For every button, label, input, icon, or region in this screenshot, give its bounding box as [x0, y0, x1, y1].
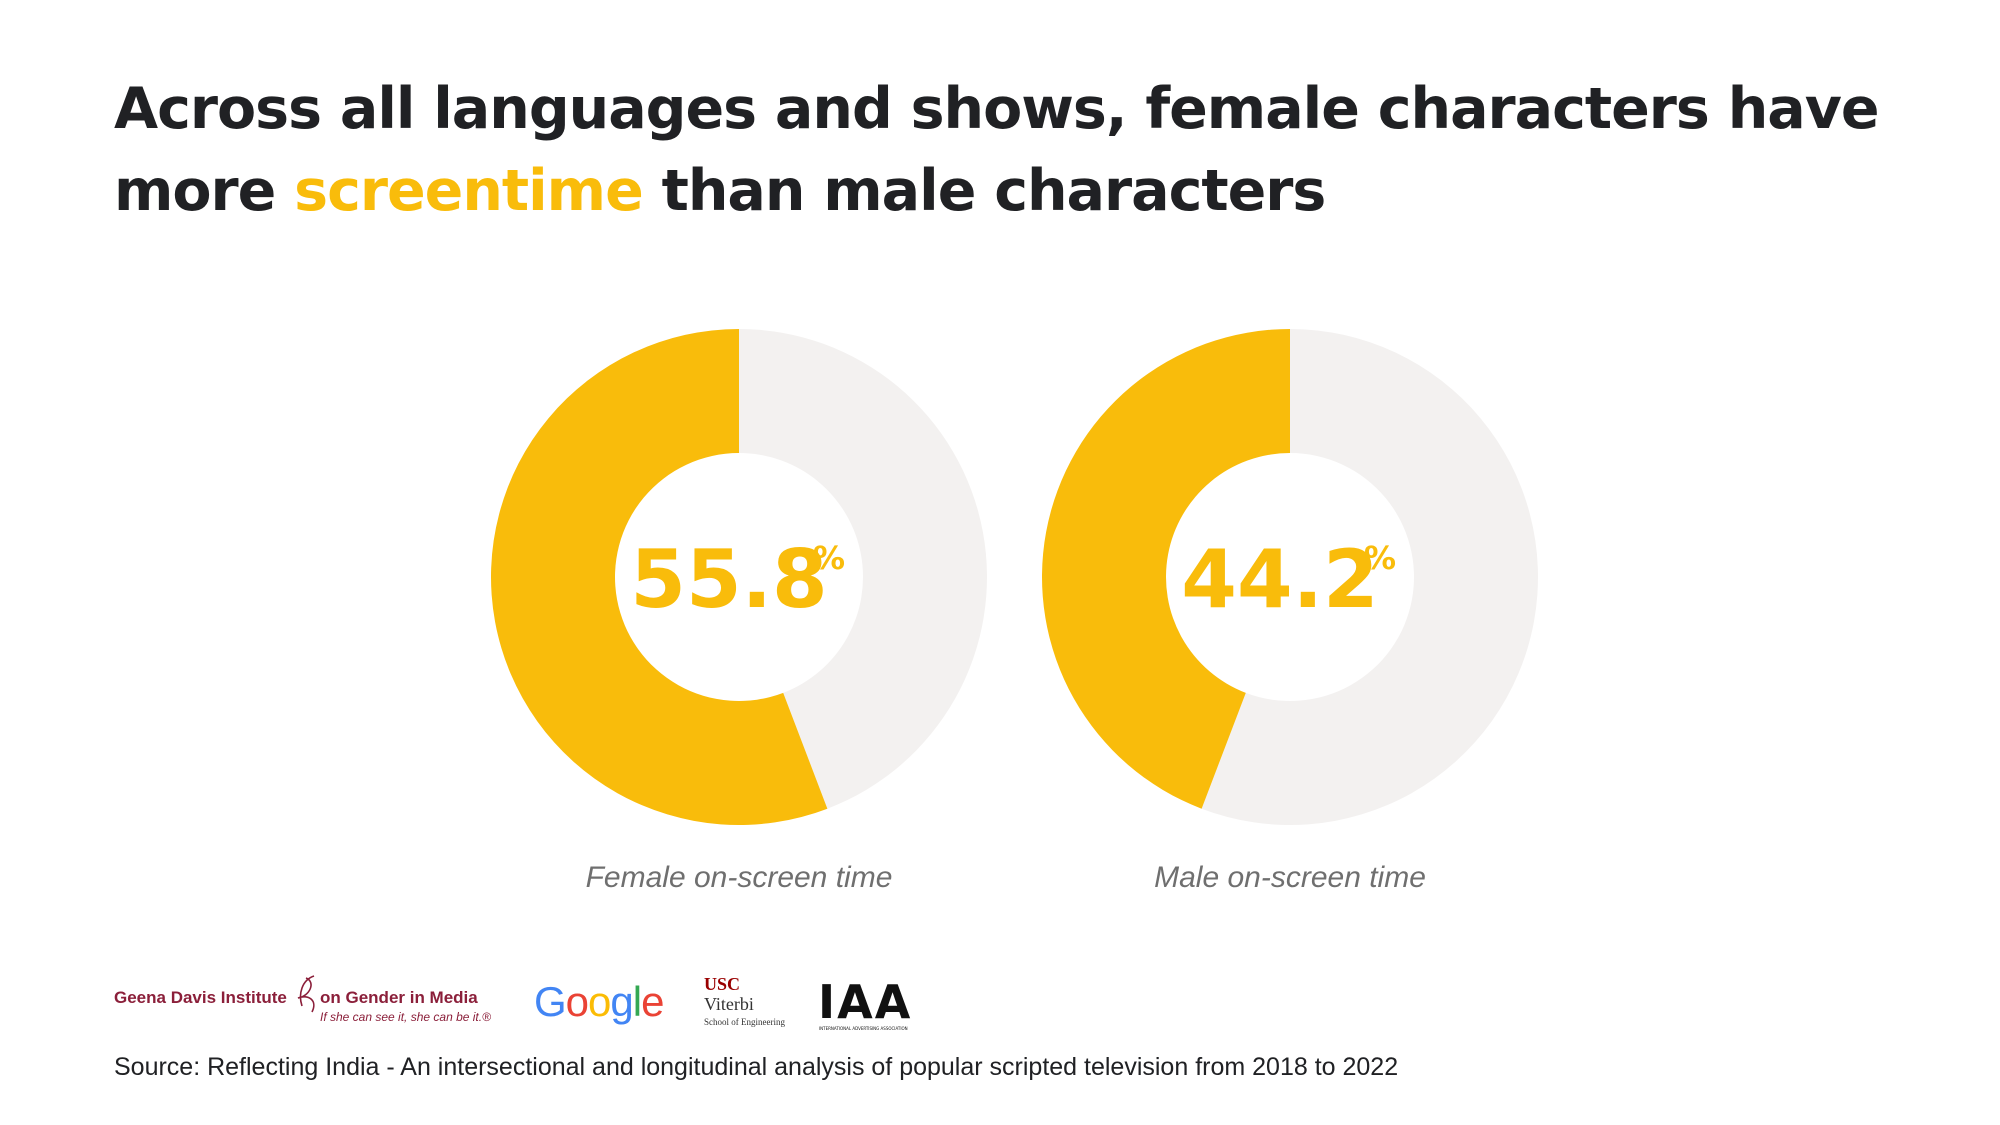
title-line-2-pre: more [114, 158, 295, 224]
donut-slice-highlight [1042, 329, 1290, 809]
iaa-logo: IAA INTERNATIONAL ADVERTISING ASSOCIATIO… [818, 976, 912, 1031]
donut-caption: Male on-screen time [1154, 861, 1426, 894]
gdi-logo-name-2: on Gender in Media [320, 988, 478, 1007]
title-highlight: screentime [294, 158, 644, 224]
gdi-logo-name: Geena Davis Institute [114, 988, 287, 1007]
google-letter: o [565, 978, 589, 1025]
donut-slice-remainder [739, 329, 987, 809]
donut-caption: Female on-screen time [586, 861, 893, 894]
google-logo: Google [534, 978, 664, 1026]
donut-center-value: 55.8 [630, 533, 827, 626]
google-letter: e [641, 978, 664, 1025]
usc-logo-line-3: School of Engineering [704, 1017, 785, 1027]
usc-logo-line-1: USC [704, 974, 741, 994]
iaa-logo-text: IAA [818, 976, 912, 1029]
title-line-2-post: than male characters [642, 158, 1327, 224]
donut-slice-highlight [490, 329, 828, 825]
google-letter: l [632, 978, 642, 1025]
google-letter: g [610, 978, 633, 1025]
title-line-1: Across all languages and shows, female c… [114, 76, 1880, 142]
donut-center-unit: % [1364, 539, 1396, 577]
donut-slice-remainder [1201, 328, 1538, 825]
iaa-logo-subtext: INTERNATIONAL ADVERTISING ASSOCIATION [819, 1026, 908, 1031]
usc-logo-line-2: Viterbi [704, 994, 754, 1014]
google-letter: G [534, 978, 567, 1025]
gdi-swirl-icon [297, 975, 315, 1013]
google-letter: o [588, 978, 611, 1025]
donut-center-value: 44.2 [1181, 533, 1378, 626]
donut-center-unit: % [813, 539, 845, 577]
gdi-tagline: If she can see it, she can be it.® [320, 1010, 491, 1024]
source-note: Source: Reflecting India - An intersecti… [114, 1053, 1399, 1081]
page-title: Across all languages and shows, female c… [114, 68, 1880, 232]
